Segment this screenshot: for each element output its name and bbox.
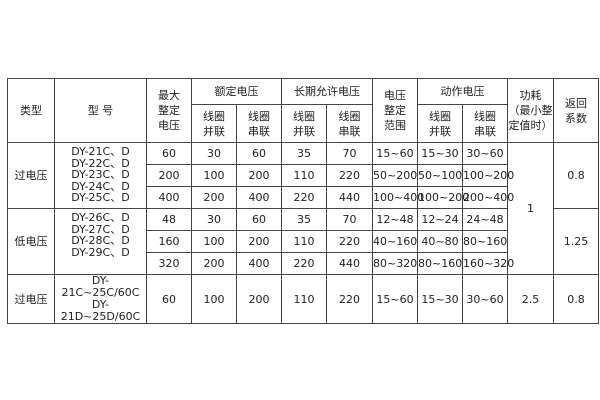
table-row: 过电压 DY-21C、D DY-22C、D DY-23C、D DY-24C、D D… bbox=[7, 142, 599, 275]
value-cell: 15~60 bbox=[372, 142, 418, 165]
power-cell: 2.5 bbox=[507, 274, 554, 324]
value-cell: 200 bbox=[236, 274, 282, 324]
value-cell: 110 bbox=[281, 230, 327, 253]
model-cell: DY-21C~25C/60C DY-21D~25D/60C bbox=[54, 274, 147, 324]
value-cell: 110 bbox=[281, 164, 327, 187]
value-cell: 30 bbox=[191, 208, 237, 231]
table-row: 200 100 200 110 220 50~200 50~100 100~200 bbox=[8, 164, 599, 187]
power-cell: 1 bbox=[507, 142, 554, 275]
sub-parallel: 线圈 并联 bbox=[191, 104, 237, 143]
header-max-voltage: 最大 整定 电压 bbox=[146, 78, 192, 143]
value-cell: 100~200 bbox=[462, 164, 514, 187]
value-cell: 30~60 bbox=[462, 142, 508, 165]
value-cell: 100 bbox=[191, 164, 237, 187]
value-cell: 60 bbox=[146, 274, 192, 324]
table-row: 320 200 400 220 440 80~320 80~160 160~320 bbox=[8, 252, 599, 275]
value-cell: 220 bbox=[281, 252, 327, 275]
value-cell: 60 bbox=[236, 142, 282, 165]
value-cell: 70 bbox=[326, 208, 373, 231]
value-cell: 440 bbox=[326, 186, 373, 209]
value-cell: 12~48 bbox=[372, 208, 418, 231]
header-longterm-voltage: 长期允许电压 bbox=[281, 78, 373, 105]
value-cell: 110 bbox=[281, 274, 327, 324]
value-cell: 70 bbox=[326, 142, 373, 165]
value-cell: 100 bbox=[191, 274, 237, 324]
value-cell: 200 bbox=[191, 186, 237, 209]
type-cell: 过电压 bbox=[7, 274, 55, 324]
header-model: 型 号 bbox=[54, 78, 147, 143]
value-cell: 220 bbox=[326, 230, 373, 253]
value-cell: 220 bbox=[281, 186, 327, 209]
value-cell: 100~200 bbox=[417, 186, 469, 209]
value-cell: 400 bbox=[236, 186, 282, 209]
model-cell: DY-26C、D DY-27C、D DY-28C、D DY-29C、D bbox=[54, 208, 147, 275]
value-cell: 80~160 bbox=[417, 252, 463, 275]
value-cell: 100 bbox=[191, 230, 237, 253]
value-cell: 80~160 bbox=[462, 230, 508, 253]
type-cell: 低电压 bbox=[7, 208, 55, 275]
header-power: 功耗 （最小整 定值时） bbox=[507, 78, 554, 143]
value-cell: 30~60 bbox=[462, 274, 508, 324]
value-cell: 12~24 bbox=[417, 208, 463, 231]
relay-spec-table: 类型 型 号 最大 整定 电压 额定电压 长期允许电压 电压 整定 范围 动作电… bbox=[7, 78, 599, 324]
value-cell: 15~60 bbox=[372, 274, 418, 324]
return-coef-cell: 0.8 bbox=[553, 274, 599, 324]
sub-parallel: 线圈 并联 bbox=[281, 104, 327, 143]
table-row: 低电压 DY-26C、D DY-27C、D DY-28C、D DY-29C、D 48… bbox=[7, 208, 599, 275]
header-type: 类型 bbox=[7, 78, 55, 143]
value-cell: 80~320 bbox=[372, 252, 418, 275]
table-row: 400 200 400 220 440 100~400 100~200 200~400 bbox=[8, 186, 599, 209]
value-cell: 320 bbox=[146, 252, 192, 275]
value-cell: 40~80 bbox=[417, 230, 463, 253]
return-coef-cell: 1.25 bbox=[553, 208, 599, 275]
value-cell: 160~320 bbox=[462, 252, 514, 275]
value-cell: 400 bbox=[236, 252, 282, 275]
header-rated-voltage: 额定电压 bbox=[191, 78, 282, 105]
return-coef-cell: 0.8 bbox=[553, 142, 599, 209]
header-setting-range: 电压 整定 范围 bbox=[372, 78, 418, 143]
sub-series: 线圈 串联 bbox=[462, 104, 508, 143]
value-cell: 200 bbox=[146, 164, 192, 187]
value-cell: 24~48 bbox=[462, 208, 508, 231]
table-row: 160 100 200 110 220 40~160 40~80 80~160 bbox=[8, 230, 599, 253]
sub-series: 线圈 串联 bbox=[326, 104, 373, 143]
value-cell: 60 bbox=[146, 142, 192, 165]
value-cell: 35 bbox=[281, 142, 327, 165]
value-cell: 15~30 bbox=[417, 274, 463, 324]
value-cell: 30 bbox=[191, 142, 237, 165]
model-cell: DY-21C、D DY-22C、D DY-23C、D DY-24C、D DY-2… bbox=[54, 142, 147, 209]
value-cell: 50~200 bbox=[372, 164, 418, 187]
table-row: 过电压 DY-21C~25C/60C DY-21D~25D/60C 60 100 200… bbox=[7, 274, 599, 324]
value-cell: 60 bbox=[236, 208, 282, 231]
value-cell: 200 bbox=[236, 164, 282, 187]
type-cell: 过电压 bbox=[7, 142, 55, 209]
value-cell: 100~400 bbox=[372, 186, 424, 209]
sub-series: 线圈 串联 bbox=[236, 104, 282, 143]
value-cell: 40~160 bbox=[372, 230, 418, 253]
value-cell: 160 bbox=[146, 230, 192, 253]
value-cell: 48 bbox=[146, 208, 192, 231]
header-return-coef: 返回 系数 bbox=[553, 78, 599, 143]
value-cell: 440 bbox=[326, 252, 373, 275]
value-cell: 200 bbox=[191, 252, 237, 275]
value-cell: 50~100 bbox=[417, 164, 463, 187]
value-cell: 400 bbox=[146, 186, 192, 209]
value-cell: 220 bbox=[326, 274, 373, 324]
header-action-voltage: 动作电压 bbox=[417, 78, 508, 105]
value-cell: 15~30 bbox=[417, 142, 463, 165]
value-cell: 200 bbox=[236, 230, 282, 253]
value-cell: 35 bbox=[281, 208, 327, 231]
value-cell: 220 bbox=[326, 164, 373, 187]
sub-parallel: 线圈 并联 bbox=[417, 104, 463, 143]
value-cell: 200~400 bbox=[462, 186, 514, 209]
